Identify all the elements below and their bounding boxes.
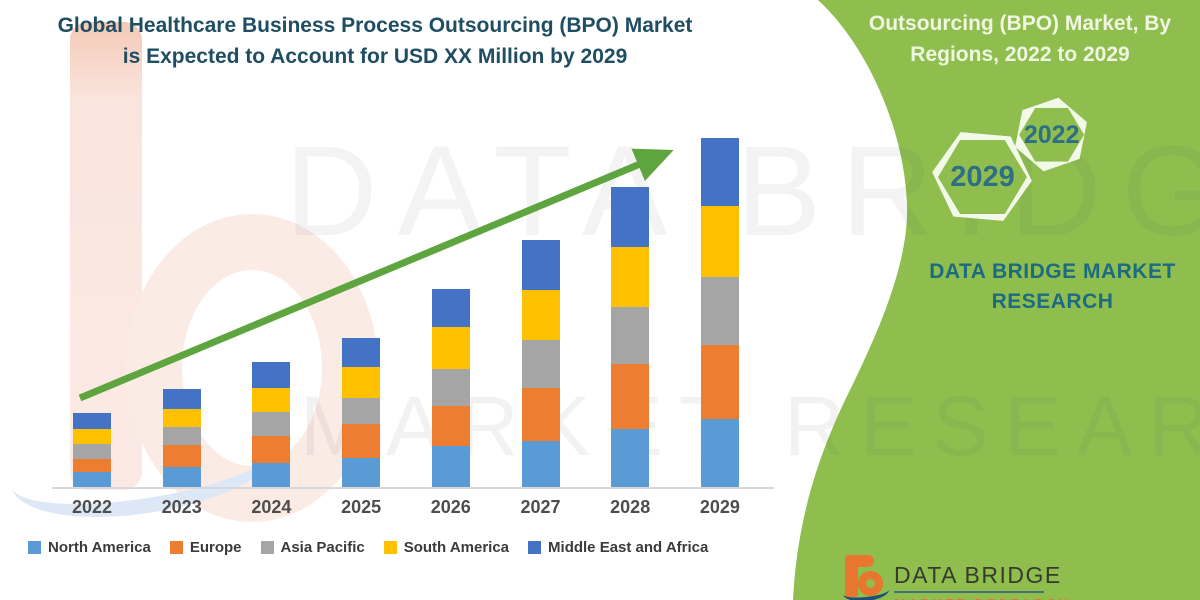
bar-segment-2025-north-america [342,458,381,487]
bar-segment-2029-middle-east-and-africa [700,138,739,206]
bar-segment-2028-europe [611,364,650,429]
bar-segment-2026-asia-pacific [431,369,470,406]
legend-item-europe: Europe [169,539,242,556]
panel-brand-line1: DATA BRIDGE MARKET [929,260,1176,283]
bar-segment-2028-middle-east-and-africa [611,187,650,247]
x-axis-label-2029: 2029 [699,497,740,517]
bar-segment-2023-north-america [162,467,201,487]
x-axis-label-2025: 2025 [341,497,382,517]
bar-segment-2024-europe [252,436,291,463]
logo-b-stem [845,555,858,597]
bar-segment-2025-europe [342,424,381,458]
bar-segment-2025-asia-pacific [342,398,381,424]
bar-segment-2023-europe [162,445,201,467]
legend-label: Asia Pacific [280,539,365,556]
bar-segment-2028-north-america [611,429,650,487]
legend-item-middle-east-and-africa: Middle East and Africa [528,539,708,556]
bar-segment-2029-north-america [700,419,739,487]
x-axis-label-2024: 2024 [251,497,292,517]
legend-swatch [383,541,397,554]
bar-segment-2024-asia-pacific [252,412,291,436]
chart-legend: North America Europe Asia Pacific South Ame… [28,539,708,556]
bar-segment-2022-europe [73,459,111,472]
legend-label: Europe [189,539,242,556]
legend-label: Middle East and Africa [548,539,709,556]
footer-logo-subtext: MARKET RESEARCH [894,596,1071,600]
bar-segment-2024-middle-east-and-africa [252,362,291,388]
legend-item-south-america: South America [383,539,510,556]
x-axis-label-2022: 2022 [71,497,113,517]
hexagon-badge-2022-label: 2022 [1019,108,1084,162]
bar-segment-2026-europe [431,406,470,446]
bar-segment-2022-middle-east-and-africa [73,413,111,429]
bar-segment-2026-north-america [431,446,470,487]
x-axis-label-2026: 2026 [430,497,471,517]
panel-brand-text: DATA BRIDGE MARKET RESEARCH [880,257,1200,317]
bar-segment-2025-middle-east-and-africa [342,338,381,367]
chart-title-line1: Global Healthcare Business Process Outso… [57,14,693,37]
bar-segment-2022-asia-pacific [73,444,111,459]
legend-label: South America [403,539,510,556]
bar-segment-2026-middle-east-and-africa [431,289,470,327]
bar-segment-2029-asia-pacific [700,277,739,345]
bar-segment-2026-south-america [431,327,470,369]
bar-segment-2023-south-america [162,409,201,427]
bar-segment-2024-south-america [252,388,291,412]
hexagon-badge-2029-label: 2029 [938,140,1027,214]
x-axis-label-2023: 2023 [161,497,202,517]
panel-brand-line2: RESEARCH [991,290,1114,313]
bar-segment-2022-north-america [73,472,111,487]
legend-swatch [260,541,274,554]
panel-heading: Outsourcing (BPO) Market, By Regions, 20… [850,8,1190,70]
footer-logo-underline [894,591,1044,593]
bar-segment-2029-south-america [700,206,739,277]
x-axis-label-2028: 2028 [610,497,651,517]
bar-segment-2027-middle-east-and-africa [521,240,560,290]
bar-segment-2027-asia-pacific [521,340,560,388]
legend-label: North America [48,539,151,556]
bar-segment-2025-south-america [342,367,381,398]
legend-swatch [28,541,41,554]
bar-segment-2027-north-america [521,441,560,487]
legend-item-asia-pacific: Asia Pacific [260,539,365,556]
x-axis-label-2027: 2027 [520,497,561,517]
logo-b-bowl [858,571,883,596]
data-bridge-logo-icon [842,555,890,600]
bar-segment-2022-south-america [73,429,111,444]
legend-swatch [169,541,183,554]
legend-item-north-america: North America [28,539,151,556]
bar-segment-2028-south-america [611,247,650,307]
bar-segment-2027-south-america [521,290,560,340]
bar-segment-2023-middle-east-and-africa [162,389,201,409]
bar-segment-2028-asia-pacific [611,307,650,364]
bar-segment-2029-europe [700,345,739,419]
panel-heading-line1: Outsourcing (BPO) Market, By [868,12,1172,35]
panel-heading-line2: Regions, 2022 to 2029 [910,43,1130,66]
x-axis-line [52,487,774,489]
chart-title: Global Healthcare Business Process Outso… [25,10,725,72]
bar-segment-2027-europe [521,388,560,441]
footer-logo-text: DATA BRIDGE [894,562,1062,588]
bar-segment-2024-north-america [252,463,291,487]
chart-title-line2: is Expected to Account for USD XX Millio… [122,45,628,68]
legend-swatch [528,541,542,554]
bar-segment-2023-asia-pacific [162,427,201,445]
